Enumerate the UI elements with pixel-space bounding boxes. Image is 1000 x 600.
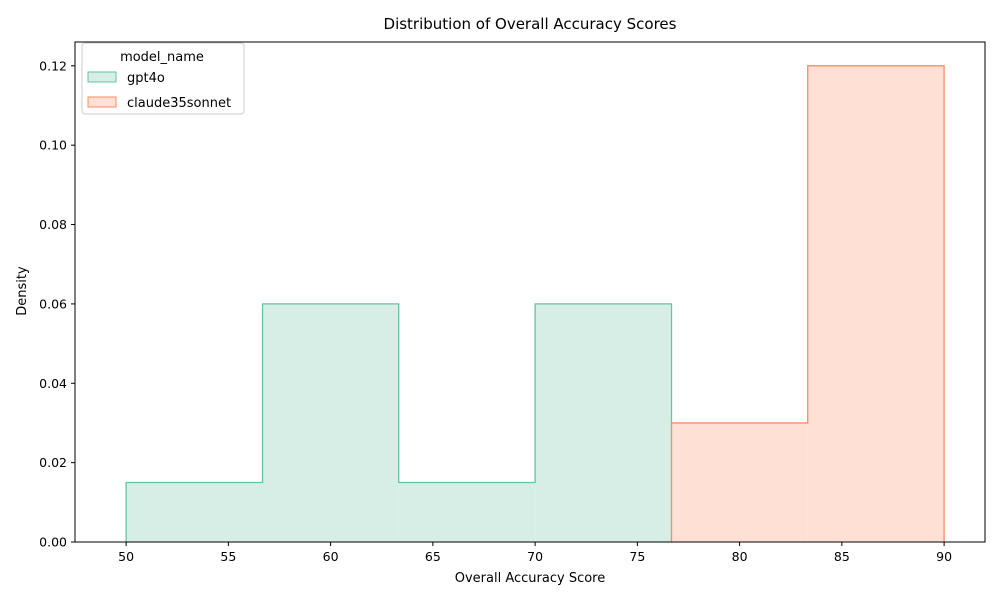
legend: model_name gpt4o claude35sonnet [81,42,245,115]
bar-gpt4o-1 [262,303,399,542]
y-tick-label: 0.06 [39,296,67,311]
bar-claude35sonnet-1 [807,65,945,543]
outline-gpt4o [125,303,673,542]
bar-gpt4o-0 [126,482,263,542]
x-tick-label: 90 [936,549,952,564]
y-tick-label: 0.00 [39,535,67,550]
legend-title: model_name [120,50,204,65]
y-tick-label: 0.10 [39,138,67,153]
plot-frame [74,41,986,543]
x-tick-label: 60 [323,549,339,564]
y-tick-label: 0.02 [39,455,67,470]
x-tick-label: 80 [732,549,748,564]
bar-claude35sonnet-0 [671,422,808,542]
bar-gpt4o-2 [398,482,536,542]
chart-title: Distribution of Overall Accuracy Scores [384,15,677,33]
bar-gpt4o-3 [535,303,672,542]
x-tick-label: 55 [220,549,236,564]
legend-label-claude35sonnet: claude35sonnet [127,96,231,111]
y-tick-label: 0.08 [39,217,67,232]
x-tick-label: 75 [629,549,645,564]
outline-claude35sonnet [670,65,945,542]
axes-layer: 50 55 60 65 70 75 80 85 90 0.00 0.02 0.04 0.06 0.08 0.… [39,41,986,564]
legend-box [81,42,245,115]
x-tick-label: 65 [425,549,441,564]
y-tick-label: 0.12 [39,58,67,73]
y-axis-title: Density [15,266,30,316]
x-tick-label: 50 [118,549,134,564]
x-tick-label: 85 [834,549,850,564]
x-tick-label: 70 [527,549,543,564]
bars-layer [125,65,945,543]
y-tick-label: 0.04 [39,376,67,391]
x-axis-title: Overall Accuracy Score [455,571,605,586]
legend-label-gpt4o: gpt4o [127,71,165,86]
legend-swatch-claude35sonnet [87,96,117,108]
legend-swatch-gpt4o [87,71,117,83]
